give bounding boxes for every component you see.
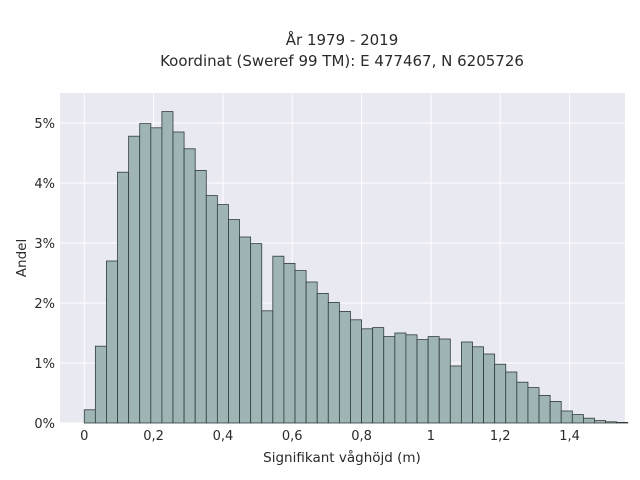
histogram-bar [128,135,141,424]
histogram-bar [605,421,618,424]
histogram-bar [117,171,130,424]
histogram-bar [216,204,229,424]
histogram-bar [505,371,518,424]
histogram-bar [383,336,396,424]
histogram-bar [239,236,252,424]
histogram-bar [494,363,507,424]
histogram-bar [161,111,174,424]
y-tick-label: 1% [34,357,55,372]
histogram-bar [560,410,573,424]
histogram-bar [394,332,407,424]
histogram-bar [449,365,462,424]
y-axis-label: Andel [14,239,30,277]
histogram-bar [83,409,96,424]
y-axis-ticks: 0% 1% 2% 3% 4% 5% [34,117,55,432]
histogram-bar [538,394,551,424]
histogram-bar [261,310,274,424]
y-tick-label: 3% [34,237,55,252]
histogram-bar [194,169,207,424]
histogram-bar [106,260,118,424]
histogram-bar [460,341,473,424]
histogram-bar [250,243,263,424]
histogram-bars [83,111,629,424]
histogram-bar [94,345,107,424]
x-axis-ticks: 0 0,2 0,4 0,6 0,8 1 1,2 1,4 [80,429,580,444]
x-tick-label: 1 [427,429,435,444]
histogram-bar [350,319,362,424]
x-tick-label: 1,2 [490,429,511,444]
histogram-bar [516,381,529,424]
x-tick-label: 0,8 [351,429,372,444]
histogram-bar [205,195,218,424]
histogram-bar [549,400,562,424]
histogram-bar [416,339,429,424]
y-tick-label: 0% [34,417,55,432]
histogram-bar [372,327,385,424]
histogram-bar [172,131,185,424]
chart-title-line1: År 1979 - 2019 [286,30,399,49]
histogram-bar [305,281,318,424]
histogram-bar [150,127,163,424]
y-tick-label: 2% [34,297,55,312]
histogram-bar [338,310,351,424]
y-tick-label: 5% [34,117,55,132]
histogram-bar [594,420,606,424]
histogram-bar [427,336,440,424]
histogram-bar [283,262,296,424]
histogram-bar [405,334,418,424]
x-tick-label: 0,6 [282,429,303,444]
x-tick-label: 0 [80,429,88,444]
histogram-bar [571,414,584,424]
histogram-bar [183,148,196,424]
x-tick-label: 1,4 [559,429,580,444]
x-tick-label: 0,2 [143,429,164,444]
histogram-bar [438,338,451,424]
histogram-bar [483,353,496,424]
histogram-bar [527,387,540,424]
histogram-bar [139,123,152,424]
histogram-bar [327,301,340,424]
chart-title-line2: Koordinat (Sweref 99 TM): E 477467, N 62… [160,52,524,70]
histogram-bar [272,255,285,424]
x-axis-label: Signifikant våghöjd (m) [263,449,421,466]
y-tick-label: 4% [34,177,55,192]
histogram-bar [228,219,240,424]
histogram-bar [472,346,484,424]
histogram-bar [316,292,329,424]
histogram-bar [294,270,307,424]
histogram-bar [583,417,595,424]
histogram-bar [616,421,629,424]
histogram-bar [361,328,374,424]
x-tick-label: 0,4 [213,429,234,444]
